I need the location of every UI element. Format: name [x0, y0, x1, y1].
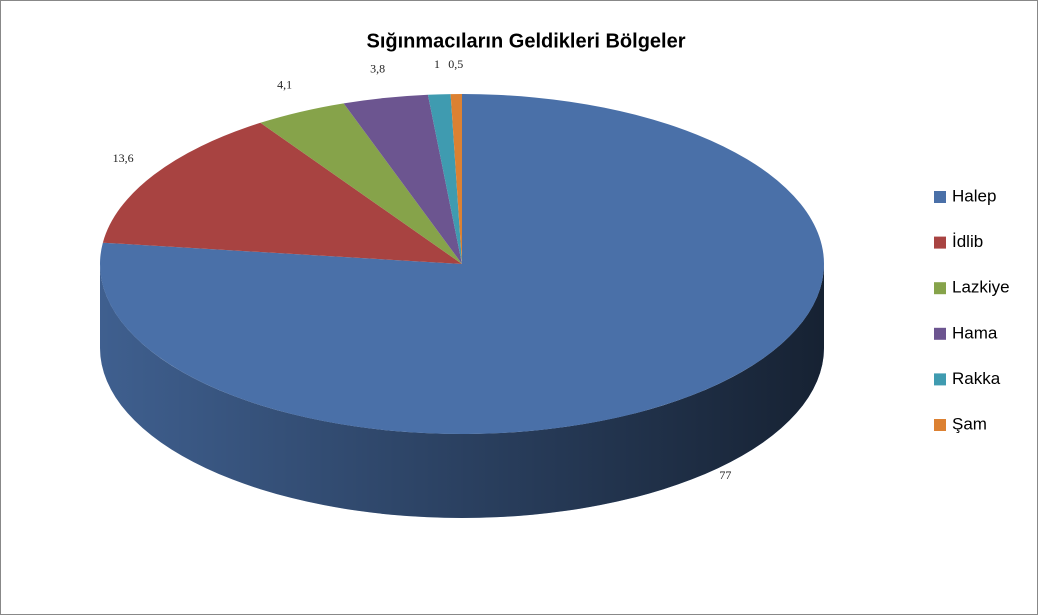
data-label: 13,6 [113, 151, 134, 165]
pie-slice [99, 94, 824, 435]
data-label: 3,8 [370, 61, 385, 75]
legend-swatch [934, 191, 946, 203]
pie-slice [343, 94, 462, 265]
legend-swatch [934, 236, 946, 249]
legend-swatch [934, 327, 946, 340]
data-label: 0,5 [448, 57, 463, 71]
pie-side-shade [100, 264, 824, 518]
legend-label: Halep [952, 186, 996, 205]
legend-swatch [934, 419, 946, 431]
data-label: 77 [719, 468, 731, 482]
data-label: 4,1 [277, 78, 292, 92]
legend-label: Lazkiye [952, 278, 1010, 297]
legend-swatch [934, 373, 946, 386]
pie-slice [260, 103, 462, 264]
pie-slice [450, 94, 462, 264]
legend-label: Rakka [952, 369, 1001, 388]
legend-label: İdlib [952, 232, 983, 251]
chart-title: Sığınmacıların Geldikleri Bölgeler [367, 30, 686, 52]
pie-slice [427, 94, 462, 264]
pie-slice [102, 122, 462, 264]
legend-label: Şam [952, 414, 987, 433]
legend-swatch [934, 282, 946, 295]
legend-label: Hama [952, 323, 998, 342]
data-label: 1 [434, 57, 440, 71]
